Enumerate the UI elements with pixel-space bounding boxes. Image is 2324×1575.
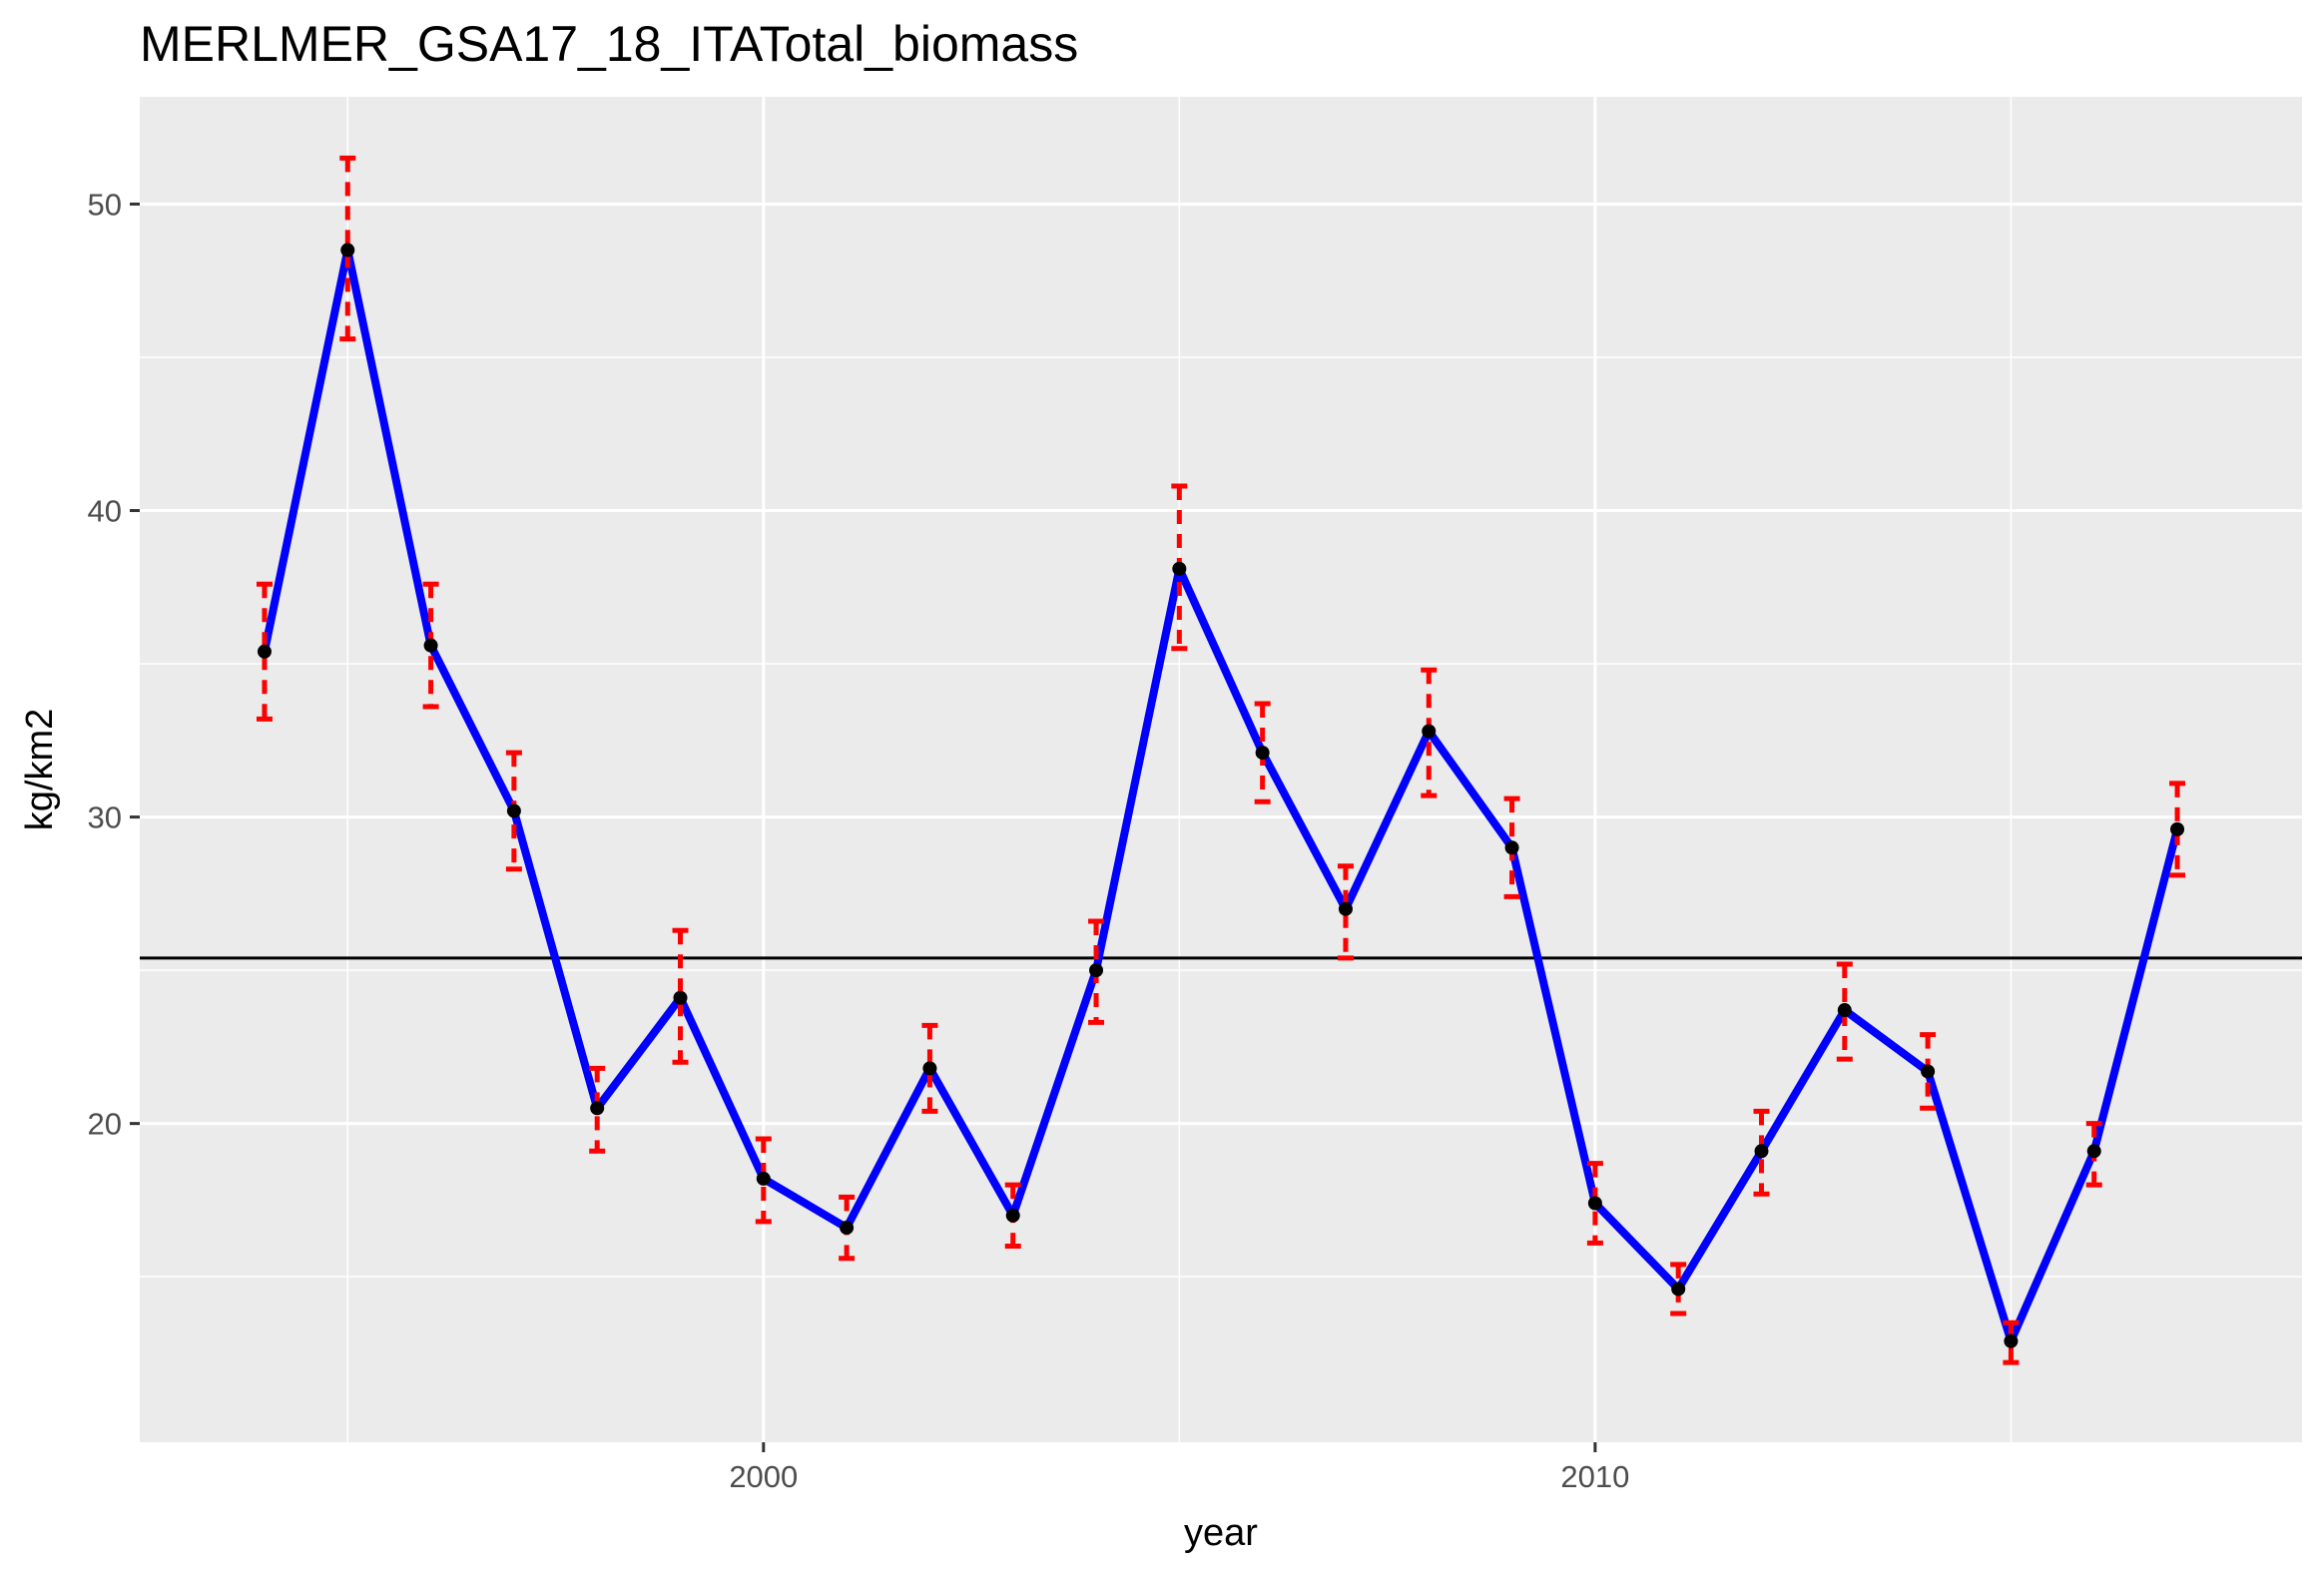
x-axis-tick-label: 2000: [729, 1459, 798, 1494]
data-point: [2004, 1333, 2019, 1348]
data-point: [1754, 1144, 1769, 1159]
chart-title: MERLMER_GSA17_18_ITATotal_biomass: [140, 16, 1078, 72]
x-axis-title: year: [1184, 1512, 1258, 1554]
plot-panel: [140, 97, 2302, 1442]
data-point: [340, 243, 355, 258]
data-point: [673, 990, 688, 1005]
data-point: [1837, 1003, 1852, 1018]
data-point: [840, 1221, 855, 1236]
point-layer: [257, 243, 2185, 1348]
y-axis-tick-label: 40: [88, 494, 122, 529]
y-axis-title: kg/km2: [19, 709, 61, 830]
series-line: [260, 246, 2182, 1345]
data-point: [756, 1171, 771, 1186]
data-point: [922, 1061, 937, 1076]
axis-layer: 2000 2010 20 30 40 50: [88, 187, 1630, 1494]
data-point: [1587, 1196, 1602, 1211]
data-point: [1089, 963, 1104, 978]
series-layer: [260, 246, 2182, 1345]
data-point: [2086, 1144, 2101, 1159]
data-point: [590, 1101, 605, 1116]
data-point: [1422, 724, 1437, 739]
data-point: [1005, 1208, 1020, 1223]
y-axis-tick-label: 50: [88, 187, 122, 222]
x-axis-tick-label: 2010: [1560, 1459, 1629, 1494]
data-point: [1504, 840, 1519, 855]
data-point: [423, 638, 438, 653]
data-point: [1671, 1282, 1686, 1297]
data-point: [1172, 561, 1187, 576]
data-point: [2170, 821, 2185, 836]
data-point: [1338, 901, 1353, 916]
data-point: [1921, 1064, 1936, 1079]
data-point: [1255, 746, 1270, 761]
data-point: [506, 803, 521, 818]
y-axis-tick-label: 20: [88, 1107, 122, 1142]
data-point: [257, 644, 272, 659]
y-axis-tick-label: 30: [88, 800, 122, 835]
